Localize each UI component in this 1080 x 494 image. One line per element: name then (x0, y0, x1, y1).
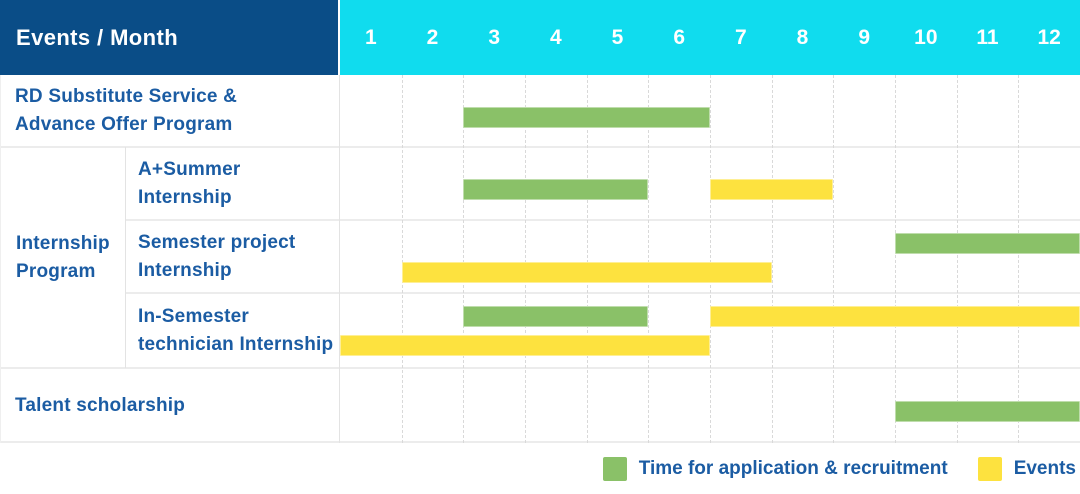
month-header-row: 1 2 3 4 5 6 7 8 9 10 11 12 (340, 0, 1080, 75)
month-label-7: 7 (734, 25, 747, 49)
month-gridline (586, 75, 588, 443)
month-gridline (710, 75, 711, 443)
row-label-in-semester-technician-internship: In-Semester technician Internship (125, 293, 340, 368)
legend-item-events: Events (977, 456, 1076, 481)
row-label-rd-substitute-service: RD Substitute Service & Advance Offer Pro… (0, 75, 340, 147)
row-label-text: Internship (138, 259, 232, 281)
row-label-text: In-Semester (138, 305, 249, 327)
bar-rd-substitute-service-recruitment-m3-m6 (463, 106, 710, 128)
table-bottom-border (0, 441, 1080, 443)
month-gridline (1018, 75, 1020, 443)
legend-swatch-recruitment (602, 456, 627, 481)
month-gridline (648, 75, 650, 443)
month-gridline (771, 75, 773, 443)
row-label-semester-project-internship: Semester project Internship (125, 220, 340, 293)
legend-item-recruitment: Time for application & recruitment (602, 456, 948, 481)
month-label-10: 10 (914, 25, 938, 49)
row-label-text: Talent scholarship (15, 394, 186, 416)
legend-swatch-events (977, 456, 1002, 481)
bar-a-plus-summer-internship-recruitment-m3-m5 (463, 179, 649, 200)
row-label-text: RD Substitute Service & (15, 86, 238, 107)
row-label-text: Semester project (138, 231, 296, 253)
month-gridline (525, 75, 526, 443)
row-separator (0, 367, 1080, 369)
month-label-5: 5 (611, 25, 624, 49)
month-label-8: 8 (796, 25, 809, 49)
bar-in-semester-technician-internship-events-m1-m6 (340, 335, 710, 356)
row-label-talent-scholarship: Talent scholarship (0, 368, 340, 443)
legend-label-recruitment: Time for application & recruitment (638, 457, 948, 479)
month-gridline (463, 75, 465, 443)
row-label-text: Internship (138, 186, 232, 208)
month-gridline (401, 75, 403, 443)
month-label-11: 11 (976, 25, 999, 49)
month-label-12: 12 (1037, 25, 1061, 49)
row-label-a-plus-summer-internship: A+Summer Internship (125, 147, 340, 220)
month-gridline (956, 75, 958, 443)
row-separator (125, 292, 1080, 294)
month-label-4: 4 (549, 25, 562, 49)
bar-a-plus-summer-internship-events-m7-m8 (710, 179, 834, 200)
legend: Time for application & recruitment Events (0, 443, 1080, 494)
bar-talent-scholarship-recruitment-m10-m12 (895, 401, 1080, 422)
bar-semester-project-internship-events-m2-m7 (401, 262, 772, 283)
legend-label-events: Events (1013, 457, 1076, 479)
month-label-2: 2 (426, 25, 439, 49)
row-label-text: Program (16, 260, 96, 282)
header-title: Events / Month (16, 24, 179, 50)
group-label-internship-program: Internship Program (0, 147, 125, 368)
month-label-6: 6 (673, 25, 685, 49)
bar-semester-project-internship-recruitment-m10-m12 (895, 233, 1080, 254)
events-month-header-cell: Events / Month (0, 0, 340, 75)
month-gridline (833, 75, 835, 443)
row-label-text: technician Internship (138, 333, 334, 355)
label-grid-divider (339, 75, 340, 443)
group-sublabel-divider (125, 147, 126, 368)
row-separator (0, 146, 1080, 148)
row-label-text: A+Summer (138, 158, 241, 180)
row-separator (125, 219, 1080, 221)
bar-in-semester-technician-internship-recruitment-m3-m5 (463, 306, 649, 327)
row-label-text: Internship (16, 232, 110, 254)
month-label-9: 9 (858, 25, 870, 49)
month-label-1: 1 (364, 25, 377, 49)
month-label-3: 3 (488, 25, 500, 49)
bar-in-semester-technician-internship-events-m7-m12 (710, 306, 1080, 327)
month-gridline (895, 75, 896, 443)
table-left-border (0, 75, 1, 443)
row-label-text: Advance Offer Program (15, 114, 233, 135)
